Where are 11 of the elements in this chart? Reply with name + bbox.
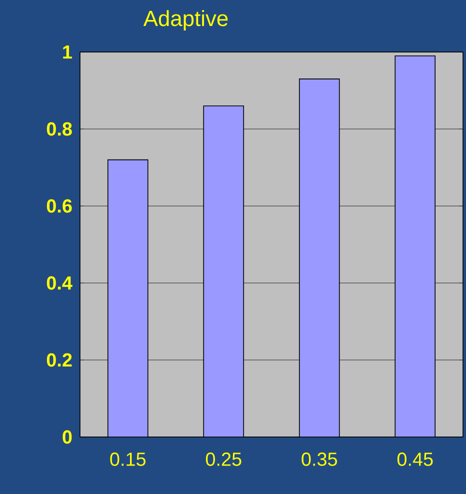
x-tick-label: 0.15 [110,452,146,466]
y-tick-label: 0 [62,430,72,444]
y-tick-label: 0.2 [46,353,72,367]
y-tick-label: 1 [63,45,72,59]
y-tick-label: 0.4 [46,276,72,290]
chart-title: Adaptive [143,10,228,31]
y-tick-label: 0.8 [46,122,72,136]
x-tick-label: 0.35 [302,452,337,466]
y-tick-label: 0.6 [46,199,72,213]
x-tick-label: 0.45 [397,452,433,466]
x-tick-label: 0.25 [206,452,242,466]
